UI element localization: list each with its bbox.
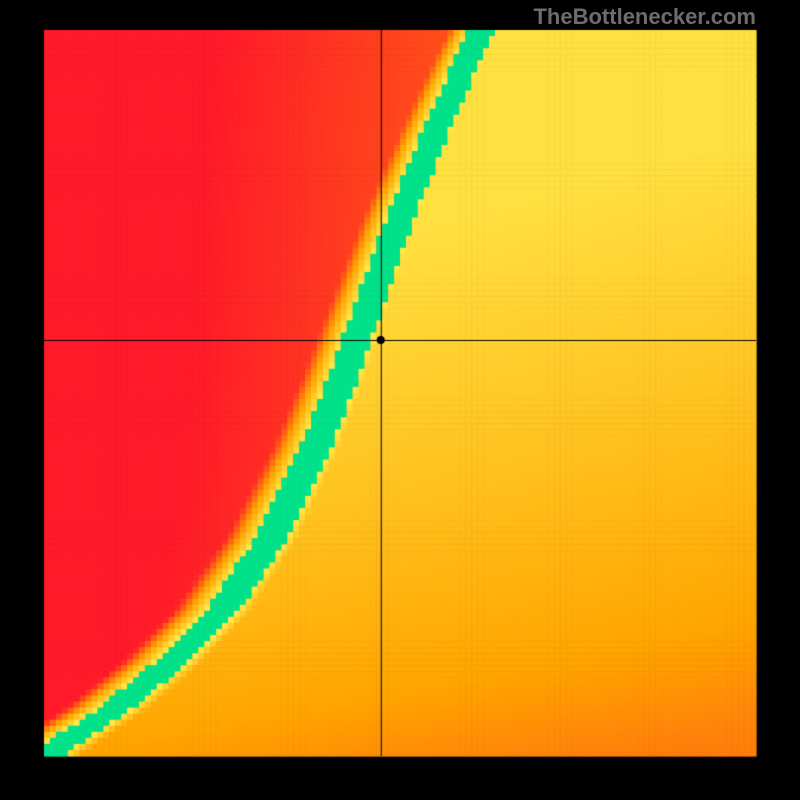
heatmap-canvas: [0, 0, 800, 800]
chart-container: TheBottlenecker.com: [0, 0, 800, 800]
watermark-label: TheBottlenecker.com: [533, 4, 756, 30]
